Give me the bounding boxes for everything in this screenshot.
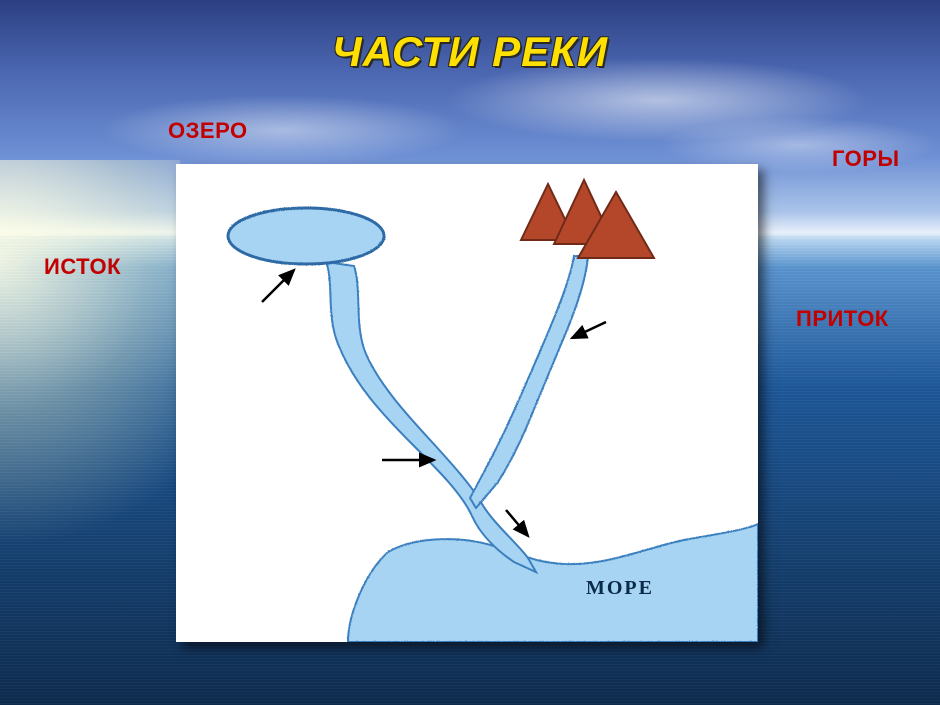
river-tributary — [470, 256, 588, 508]
arrows-group — [262, 270, 606, 536]
mountains-group — [521, 180, 654, 258]
label-mountains: ГОРЫ — [832, 146, 900, 172]
pointer-arrow — [262, 270, 294, 302]
diagram-panel: МОРЕ — [176, 164, 758, 642]
sea-label: МОРЕ — [586, 577, 654, 599]
pointer-arrow — [506, 510, 528, 536]
river-main — [326, 262, 536, 572]
slide-stage: ЧАСТИ РЕКИ ОЗЕРО ГОРЫ ИСТОК ПРИТОК ГЛВНО… — [0, 0, 940, 705]
label-source: ИСТОК — [44, 254, 121, 280]
background-sunglow — [0, 160, 180, 660]
sea-shape — [348, 524, 758, 642]
label-tributary: ПРИТОК — [796, 306, 889, 332]
label-lake: ОЗЕРО — [168, 118, 248, 144]
pointer-arrow — [572, 322, 606, 338]
river-diagram-svg: МОРЕ — [176, 164, 758, 642]
lake-shape — [228, 208, 384, 264]
slide-title: ЧАСТИ РЕКИ — [0, 28, 940, 76]
